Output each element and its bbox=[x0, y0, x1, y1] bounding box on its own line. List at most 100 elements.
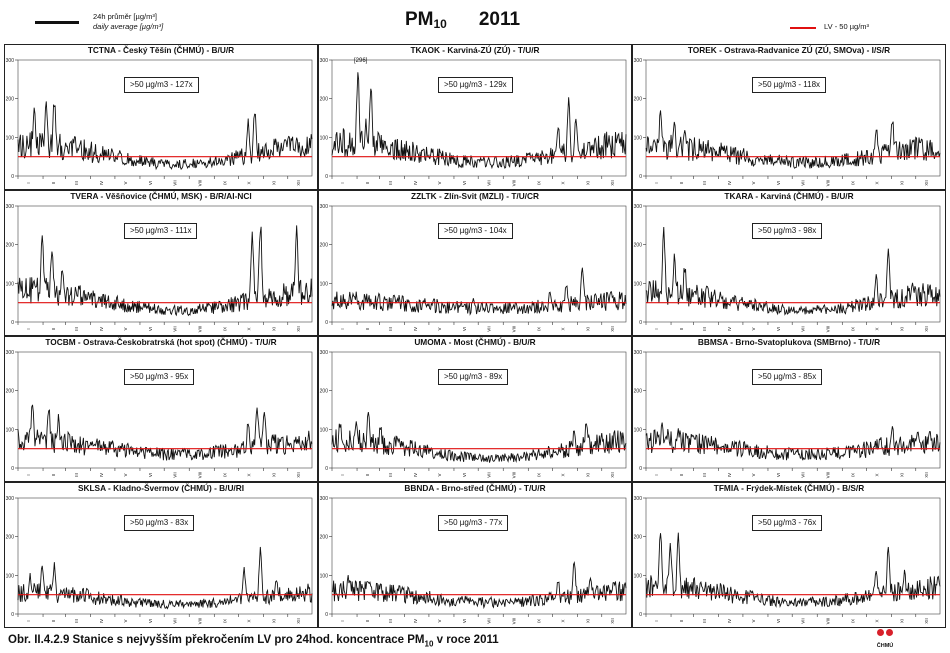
x-tick-label: IV bbox=[413, 181, 418, 185]
x-tick-label: X bbox=[247, 473, 252, 476]
plot-area bbox=[17, 497, 313, 615]
y-tick-label: 100 bbox=[634, 281, 643, 287]
x-tick-label: XI bbox=[272, 473, 277, 477]
x-tick-label: IX bbox=[850, 619, 855, 623]
y-tick-label: 300 bbox=[320, 204, 329, 210]
plot-area bbox=[331, 497, 627, 615]
x-tick-label: II bbox=[51, 328, 56, 331]
x-tick-label: X bbox=[561, 473, 566, 476]
x-tick-label: VII bbox=[172, 618, 177, 624]
station-title: TOREK - Ostrava-Radvanice ZÚ (ZÚ, SMOva)… bbox=[687, 45, 891, 55]
x-tick-label: XI bbox=[900, 619, 905, 623]
y-tick-label: 300 bbox=[634, 58, 643, 64]
x-tick-label: X bbox=[561, 619, 566, 622]
x-tick-label: II bbox=[679, 328, 684, 331]
station-title: TCTNA - Český Těšín (ČHMÚ) - B/U/R bbox=[87, 45, 235, 55]
x-tick-label: VIII bbox=[511, 472, 516, 479]
logo-dot-right bbox=[886, 629, 893, 636]
exceedance-count: >50 µg/m3 - 118x bbox=[752, 77, 827, 93]
station-title: UMOMA - Most (ČHMÚ) - B/U/R bbox=[414, 337, 536, 347]
x-tick-label: IV bbox=[727, 473, 732, 477]
station-title: BBMSA - Brno-Svatoplukova (SMBrno) - T/U… bbox=[697, 337, 881, 347]
x-tick-label: XI bbox=[272, 619, 277, 623]
exceedance-count: >50 µg/m3 - 77x bbox=[438, 515, 509, 531]
exceedance-count: >50 µg/m3 - 111x bbox=[124, 223, 198, 239]
y-tick-label: 300 bbox=[634, 204, 643, 210]
x-tick-label: XI bbox=[900, 181, 905, 185]
x-tick-label: IX bbox=[850, 473, 855, 477]
x-tick-label: II bbox=[51, 620, 56, 623]
x-tick-label: IX bbox=[850, 181, 855, 185]
x-tick-label: IV bbox=[99, 473, 104, 477]
x-tick-label: V bbox=[437, 327, 442, 330]
panel-frame bbox=[632, 44, 946, 190]
x-tick-label: V bbox=[123, 327, 128, 330]
exceedance-count: >50 µg/m3 - 98x bbox=[752, 223, 823, 239]
x-tick-label: II bbox=[365, 620, 370, 623]
x-tick-label: XI bbox=[586, 327, 591, 331]
y-tick-label: 100 bbox=[634, 427, 643, 433]
exceedance-count: >50 µg/m3 - 127x bbox=[124, 77, 199, 93]
x-tick-label: IV bbox=[413, 473, 418, 477]
x-tick-label: II bbox=[679, 620, 684, 623]
panel-frame bbox=[318, 190, 632, 336]
plot-area bbox=[645, 205, 941, 323]
x-tick-label: X bbox=[875, 473, 880, 476]
station-panel: 0 100 200 300 I II III IV V VI VII VIII IX X XI XII TVER… bbox=[4, 190, 318, 336]
x-tick-label: V bbox=[751, 181, 756, 184]
x-tick-label: VI bbox=[776, 619, 781, 623]
x-tick-label: VII bbox=[800, 180, 805, 186]
x-tick-label: III bbox=[388, 327, 393, 331]
x-tick-label: IV bbox=[413, 619, 418, 623]
x-tick-label: IX bbox=[850, 327, 855, 331]
x-tick-label: II bbox=[365, 182, 370, 185]
x-tick-label: VIII bbox=[825, 180, 830, 187]
y-tick-label: 300 bbox=[6, 350, 15, 356]
x-tick-label: XII bbox=[296, 180, 301, 186]
y-tick-label: 100 bbox=[320, 427, 329, 433]
x-tick-label: IV bbox=[727, 327, 732, 331]
x-tick-label: XII bbox=[296, 618, 301, 624]
y-tick-label: 300 bbox=[6, 204, 15, 210]
x-tick-label: II bbox=[679, 182, 684, 185]
x-tick-label: VI bbox=[148, 473, 153, 477]
x-tick-label: III bbox=[388, 181, 393, 185]
x-tick-label: I bbox=[654, 620, 659, 621]
panel-frame bbox=[4, 482, 318, 628]
station-panel: 0 100 200 300 I II III IV V VI VII VIII IX X XI XII UMOM… bbox=[318, 336, 632, 482]
y-tick-label: 100 bbox=[634, 135, 643, 141]
y-tick-label: 200 bbox=[6, 97, 15, 103]
plot-area bbox=[645, 59, 941, 177]
plot-area bbox=[17, 351, 313, 469]
x-tick-label: I bbox=[26, 182, 31, 183]
title-year: 2011 bbox=[478, 9, 521, 30]
x-tick-label: XII bbox=[610, 326, 615, 332]
station-panel: 0 100 200 300 I II III IV V VI VII VIII IX X XI XII TORE… bbox=[632, 44, 946, 190]
panel-frame bbox=[632, 190, 946, 336]
x-tick-label: III bbox=[74, 473, 79, 477]
pm10-series-line bbox=[331, 411, 627, 463]
pm10-series-line bbox=[331, 267, 627, 316]
x-tick-label: III bbox=[702, 181, 707, 185]
plot-area bbox=[17, 59, 313, 177]
y-tick-label: 0 bbox=[639, 466, 642, 472]
y-tick-label: 0 bbox=[325, 466, 328, 472]
x-tick-label: VIII bbox=[511, 326, 516, 333]
x-tick-label: I bbox=[26, 474, 31, 475]
x-tick-label: I bbox=[654, 474, 659, 475]
x-tick-label: XII bbox=[610, 472, 615, 478]
y-tick-label: 200 bbox=[6, 389, 15, 395]
station-title: TFMIA - Frýdek-Místek (ČHMÚ) - B/S/R bbox=[713, 483, 865, 493]
x-tick-label: III bbox=[702, 327, 707, 331]
x-tick-label: V bbox=[123, 619, 128, 622]
limit-legend-label: LV - 50 µg/m³ bbox=[824, 22, 870, 31]
y-tick-label: 300 bbox=[6, 496, 15, 502]
station-title: ZZLTK - Zlín-Svit (MZLI) - T/U/CR bbox=[411, 191, 539, 201]
exceedance-count: >50 µg/m3 - 104x bbox=[438, 223, 513, 239]
caption-tail: v roce 2011 bbox=[433, 634, 499, 646]
x-tick-label: VII bbox=[800, 472, 805, 478]
